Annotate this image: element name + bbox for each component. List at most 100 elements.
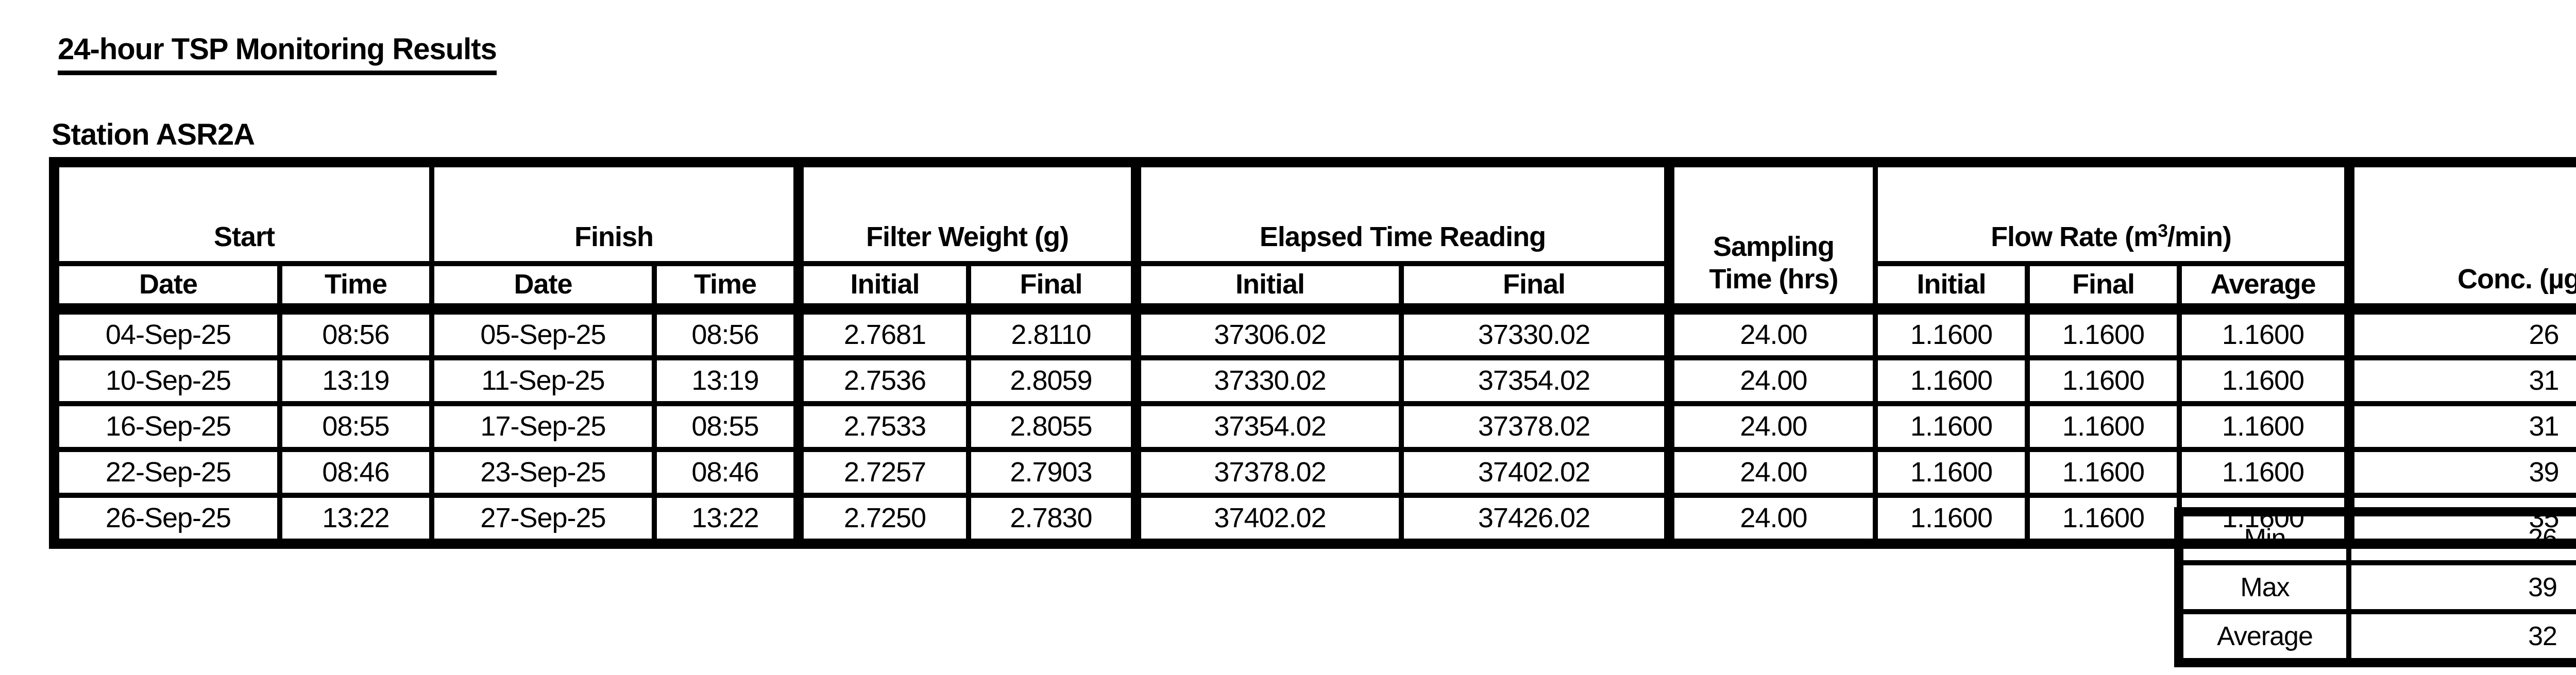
cell-flow-average: 1.1600 bbox=[2177, 355, 2352, 406]
cell-finish-date: 27-Sep-25 bbox=[429, 493, 657, 546]
cell-flow-initial: 1.1600 bbox=[1873, 355, 2030, 406]
station-title: Station ASR2A bbox=[52, 118, 255, 151]
cell-filter-initial: 2.7681 bbox=[793, 306, 971, 360]
subheader-flow-final: Final bbox=[2025, 261, 2182, 315]
cell-flow-average: 1.1600 bbox=[2177, 447, 2352, 498]
table-row: 04-Sep-25 08:56 05-Sep-25 08:56 2.7681 2… bbox=[52, 306, 2576, 360]
cell-elapsed-initial: 37378.02 bbox=[1131, 447, 1404, 498]
cell-sampling-time: 24.00 bbox=[1664, 355, 1878, 406]
cell-flow-final: 1.1600 bbox=[2025, 355, 2182, 406]
table-row: 22-Sep-25 08:46 23-Sep-25 08:46 2.7257 2… bbox=[52, 447, 2576, 498]
cell-elapsed-final: 37426.02 bbox=[1399, 493, 1672, 546]
cell-elapsed-final: 37378.02 bbox=[1399, 401, 1672, 452]
group-header-row: Start Finish Filter Weight (g) Elapsed T… bbox=[52, 160, 2576, 315]
subheader-start-time: Time bbox=[277, 261, 434, 315]
subheader-flow-initial: Initial bbox=[1873, 261, 2030, 315]
cell-finish-time: 08:55 bbox=[652, 401, 801, 452]
cell-filter-final: 2.8059 bbox=[966, 355, 1139, 406]
cell-flow-final: 1.1600 bbox=[2025, 493, 2182, 546]
cell-flow-average: 1.1600 bbox=[2177, 401, 2352, 452]
summary-label-min: Min bbox=[2176, 509, 2351, 565]
summary-row-average: Average 32 bbox=[2176, 609, 2576, 665]
cell-elapsed-initial: 37402.02 bbox=[1131, 493, 1404, 546]
sub-header-row: Date Time Date Time Initial Final Initia… bbox=[52, 261, 2576, 315]
header-start: Start bbox=[52, 160, 434, 266]
cell-finish-time: 13:22 bbox=[652, 493, 801, 546]
subheader-finish-date: Date bbox=[429, 261, 657, 315]
cell-elapsed-final: 37402.02 bbox=[1399, 447, 1672, 498]
cell-sampling-time: 24.00 bbox=[1664, 306, 1878, 360]
summary-value-min: 26 bbox=[2346, 509, 2576, 565]
header-sampling-line2: Time (hrs) bbox=[1709, 264, 1838, 295]
cell-elapsed-initial: 37354.02 bbox=[1131, 401, 1404, 452]
summary-table: Min 26 Max 39 Average 32 bbox=[2174, 507, 2576, 667]
cell-conc: 31 bbox=[2344, 401, 2576, 452]
cell-filter-final: 2.7903 bbox=[966, 447, 1139, 498]
table-row: 10-Sep-25 13:19 11-Sep-25 13:19 2.7536 2… bbox=[52, 355, 2576, 406]
header-conc: Conc. (µg/m3) bbox=[2344, 160, 2576, 315]
cell-conc: 39 bbox=[2344, 447, 2576, 498]
cell-finish-date: 05-Sep-25 bbox=[429, 306, 657, 360]
cell-filter-initial: 2.7533 bbox=[793, 401, 971, 452]
table-row: 16-Sep-25 08:55 17-Sep-25 08:55 2.7533 2… bbox=[52, 401, 2576, 452]
cell-start-time: 13:22 bbox=[277, 493, 434, 546]
cell-start-date: 16-Sep-25 bbox=[52, 401, 282, 452]
flow-rate-sup: 3 bbox=[2158, 220, 2168, 241]
cell-start-time: 08:46 bbox=[277, 447, 434, 498]
subheader-elapsed-final: Final bbox=[1399, 261, 1672, 315]
header-finish: Finish bbox=[429, 160, 801, 266]
cell-elapsed-initial: 37330.02 bbox=[1131, 355, 1404, 406]
flow-rate-suffix: /min) bbox=[2167, 221, 2232, 253]
cell-elapsed-final: 37354.02 bbox=[1399, 355, 1672, 406]
cell-start-date: 10-Sep-25 bbox=[52, 355, 282, 406]
summary-row-max: Max 39 bbox=[2176, 560, 2576, 614]
header-elapsed-time: Elapsed Time Reading bbox=[1131, 160, 1672, 266]
cell-finish-time: 13:19 bbox=[652, 355, 801, 406]
flow-rate-prefix: Flow Rate (m bbox=[1991, 221, 2158, 253]
header-sampling-line1: Sampling bbox=[1713, 231, 1835, 262]
cell-flow-final: 1.1600 bbox=[2025, 447, 2182, 498]
cell-elapsed-final: 37330.02 bbox=[1399, 306, 1672, 360]
cell-conc: 31 bbox=[2344, 355, 2576, 406]
cell-start-time: 08:56 bbox=[277, 306, 434, 360]
cell-elapsed-initial: 37306.02 bbox=[1131, 306, 1404, 360]
cell-filter-final: 2.8055 bbox=[966, 401, 1139, 452]
cell-sampling-time: 24.00 bbox=[1664, 493, 1878, 546]
cell-finish-date: 17-Sep-25 bbox=[429, 401, 657, 452]
cell-start-date: 04-Sep-25 bbox=[52, 306, 282, 360]
cell-flow-initial: 1.1600 bbox=[1873, 493, 2030, 546]
header-filter-weight: Filter Weight (g) bbox=[793, 160, 1139, 266]
cell-finish-date: 11-Sep-25 bbox=[429, 355, 657, 406]
cell-filter-initial: 2.7250 bbox=[793, 493, 971, 546]
cell-start-date: 22-Sep-25 bbox=[52, 447, 282, 498]
cell-sampling-time: 24.00 bbox=[1664, 447, 1878, 498]
header-flow-rate: Flow Rate (m3/min) bbox=[1873, 160, 2352, 266]
subheader-flow-average: Average bbox=[2177, 261, 2352, 315]
page-title: 24-hour TSP Monitoring Results bbox=[58, 32, 497, 75]
cell-start-time: 08:55 bbox=[277, 401, 434, 452]
cell-flow-final: 1.1600 bbox=[2025, 401, 2182, 452]
cell-conc: 26 bbox=[2344, 306, 2576, 360]
subheader-filter-initial: Initial bbox=[793, 261, 971, 315]
cell-sampling-time: 24.00 bbox=[1664, 401, 1878, 452]
cell-start-date: 26-Sep-25 bbox=[52, 493, 282, 546]
cell-finish-time: 08:56 bbox=[652, 306, 801, 360]
subheader-elapsed-initial: Initial bbox=[1131, 261, 1404, 315]
subheader-filter-final: Final bbox=[966, 261, 1139, 315]
subheader-finish-time: Time bbox=[652, 261, 801, 315]
cell-flow-initial: 1.1600 bbox=[1873, 306, 2030, 360]
cell-flow-initial: 1.1600 bbox=[1873, 447, 2030, 498]
cell-flow-initial: 1.1600 bbox=[1873, 401, 2030, 452]
header-sampling-time: Sampling Time (hrs) bbox=[1664, 160, 1878, 315]
cell-finish-time: 08:46 bbox=[652, 447, 801, 498]
summary-value-average: 32 bbox=[2346, 609, 2576, 665]
cell-filter-final: 2.8110 bbox=[966, 306, 1139, 360]
conc-prefix: Conc. (µg/m bbox=[2458, 264, 2576, 295]
summary-value-max: 39 bbox=[2346, 560, 2576, 614]
monitoring-results-table: Start Finish Filter Weight (g) Elapsed T… bbox=[49, 157, 2576, 549]
subheader-start-date: Date bbox=[52, 261, 282, 315]
cell-flow-final: 1.1600 bbox=[2025, 306, 2182, 360]
cell-flow-average: 1.1600 bbox=[2177, 306, 2352, 360]
cell-filter-initial: 2.7536 bbox=[793, 355, 971, 406]
